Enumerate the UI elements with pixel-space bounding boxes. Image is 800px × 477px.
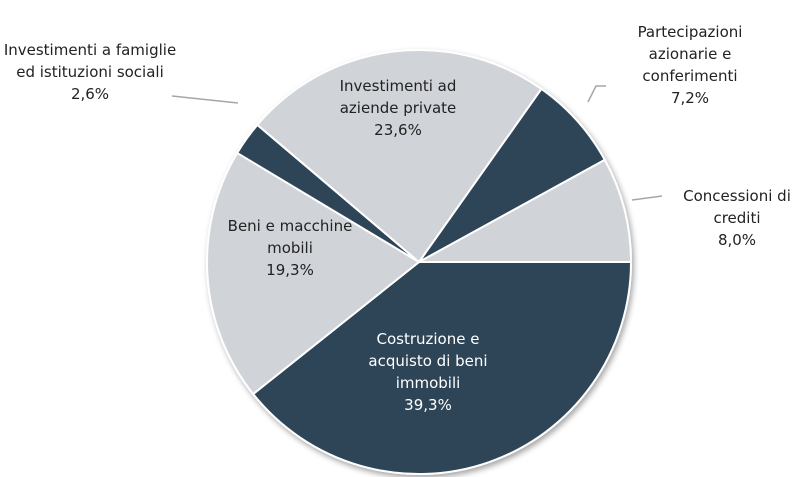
pie-slice: [206, 151, 421, 396]
slice-label: Costruzione e acquisto di beni immobili 3…: [348, 328, 508, 416]
leader-line: [171, 95, 239, 104]
category-label: Concessioni di crediti: [683, 187, 791, 227]
pie-slice: [418, 158, 633, 263]
value-label: 2,6%: [70, 85, 110, 103]
slice-label: Concessioni di crediti 8,0%: [672, 185, 800, 251]
category-label: Costruzione e acquisto di beni immobili: [368, 330, 488, 392]
leader-line: [631, 195, 663, 201]
category-label: Investimenti a famiglie ed istituzioni s…: [3, 41, 177, 81]
value-label: 39,3%: [404, 396, 452, 414]
pie-slice: [255, 49, 543, 264]
category-label: Investimenti ad aziende private: [339, 77, 457, 117]
slice-label: Investimenti ad aziende private 23,6%: [323, 75, 473, 141]
slice-label: Beni e macchine mobili 19,3%: [210, 215, 370, 281]
slices: [206, 49, 633, 475]
slice-label: Investimenti a famiglie ed istituzioni s…: [0, 39, 180, 105]
category-label: Beni e macchine mobili: [227, 217, 353, 257]
leader-line: [587, 85, 606, 103]
value-label: 19,3%: [266, 261, 314, 279]
value-label: 8,0%: [717, 231, 757, 249]
category-label: Partecipazioni azionarie e conferimenti: [637, 23, 743, 85]
pie-slice: [251, 261, 633, 475]
slice-label: Partecipazioni azionarie e conferimenti 7…: [620, 21, 760, 109]
value-label: 7,2%: [670, 89, 710, 107]
value-label: 23,6%: [374, 121, 422, 139]
